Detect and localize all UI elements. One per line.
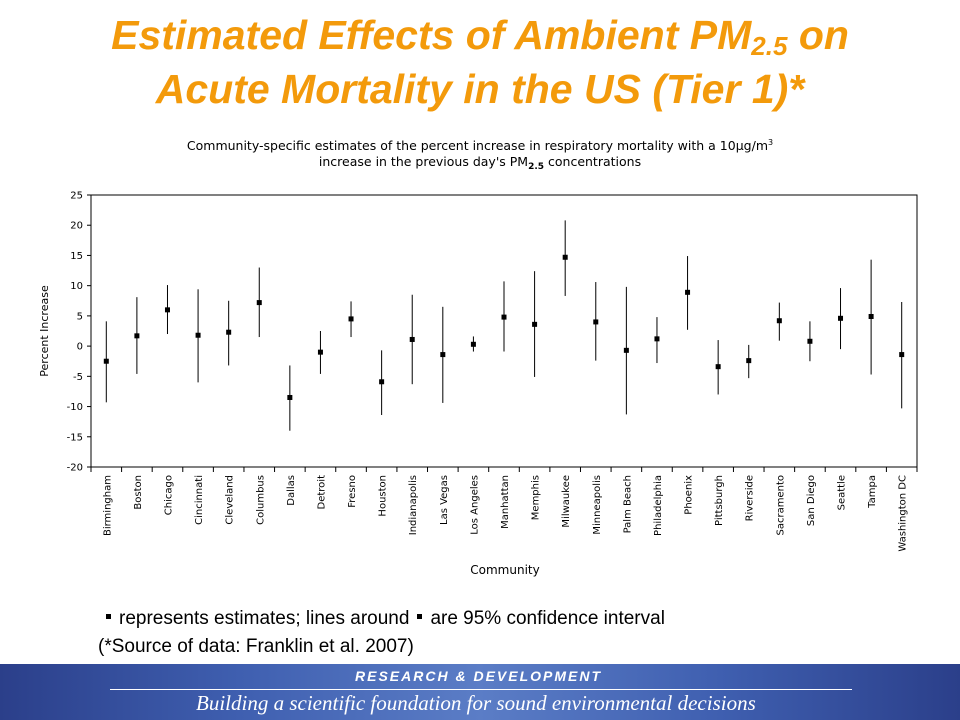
estimate-point-22 [776,318,782,324]
x-tick-label-2: Chicago [163,475,174,515]
x-tick-label-1: Boston [133,475,144,510]
x-tick-label-11: Las Vegas [439,475,450,525]
footer-tagline: Building a scientific foundation for sou… [196,691,756,715]
title-line2: Acute Mortality in the US (Tier 1)* [155,66,805,112]
estimate-point-24 [838,315,844,321]
estimate-point-20 [715,364,721,370]
title-line1-sub: 2.5 [751,31,788,61]
estimate-point-16 [593,319,599,325]
estimate-point-9 [379,379,385,385]
x-tick-label-23: San Diego [806,475,817,526]
estimate-point-25 [868,313,874,319]
estimate-point-3 [195,332,201,338]
estimate-point-21 [746,358,752,364]
estimate-point-17 [623,347,629,353]
y-tick-label-7: 15 [70,251,83,262]
estimate-point-19 [685,289,691,295]
estimate-point-4 [226,329,232,335]
estimate-point-23 [807,338,813,344]
x-tick-label-20: Pittsburgh [714,475,725,526]
y-tick-label-8: 20 [70,221,83,232]
x-tick-label-14: Memphis [531,475,542,520]
y-tick-label-4: 0 [77,342,83,353]
estimate-point-14 [532,321,538,327]
x-tick-label-17: Palm Beach [622,475,633,533]
footer-divider [110,689,852,690]
estimate-point-6 [287,394,293,400]
estimate-point-7 [317,349,323,355]
estimate-point-1 [134,333,140,339]
y-tick-label-0: -20 [67,463,83,474]
estimate-point-10 [409,336,415,342]
estimate-point-18 [654,336,660,342]
chart-title-line1: Community-specific estimates of the perc… [187,138,773,153]
x-tick-label-22: Sacramento [775,475,786,535]
y-tick-label-2: -10 [67,402,83,413]
chart: Community-specific estimates of the perc… [38,138,918,577]
x-tick-label-24: Seattle [837,475,848,510]
x-tick-label-6: Dallas [286,475,297,506]
slide-title: Estimated Effects of Ambient PM2.5 on Ac… [0,8,960,116]
x-tick-label-15: Milwaukee [561,475,572,528]
note-line1-b: are 95% confidence interval [430,608,665,629]
estimate-marker-legend-2 [417,614,423,620]
note-line2: (*Source of data: Franklin et al. 2007) [98,636,414,657]
note-line1-a: represents estimates; lines around [119,608,410,629]
x-tick-label-8: Fresno [347,475,358,508]
footer-top-text: RESEARCH & DEVELOPMENT [355,668,603,684]
x-tick-label-4: Cleveland [225,475,236,525]
x-tick-label-19: Phoenix [684,475,695,515]
x-tick-label-12: Los Angeles [469,475,480,535]
estimate-point-15 [562,254,568,260]
x-tick-label-21: Riverside [745,475,756,521]
y-axis-label: Percent Increase [38,285,51,377]
x-tick-label-9: Houston [378,475,389,517]
estimate-point-13 [501,314,507,320]
footer-banner: RESEARCH & DEVELOPMENT Building a scient… [0,664,960,720]
y-tick-label-1: -15 [67,432,83,443]
x-tick-label-26: Washington DC [898,475,909,552]
x-tick-label-10: Indianapolis [408,475,419,535]
y-tick-label-6: 10 [70,281,83,292]
note-line1: represents estimates; lines around are 95… [98,608,665,630]
estimate-point-0 [103,358,109,364]
y-tick-label-5: 5 [77,311,83,322]
plot-area: -20 -15 -10 -5 0 5 10 15 20 25 Birmingham Boston Chi… [67,191,918,552]
x-tick-label-16: Minneapolis [592,475,603,535]
estimate-point-8 [348,316,354,322]
y-tick-label-9: 25 [70,191,83,202]
x-tick-label-7: Detroit [316,475,327,510]
x-axis-label: Community [470,563,539,577]
plot-frame [90,194,918,468]
chart-title-line2: increase in the previous day's PM2.5 con… [319,154,641,172]
title-line1-post: on [787,12,849,58]
estimate-point-26 [899,352,905,358]
x-tick-label-0: Birmingham [102,475,113,536]
estimate-point-11 [440,352,446,358]
estimate-marker-legend [106,614,111,620]
estimate-point-2 [164,307,170,313]
x-tick-label-3: Cincinnati [194,475,205,525]
y-tick-label-3: -5 [73,372,83,383]
x-tick-label-13: Manhattan [500,475,511,529]
title-line1-pre: Estimated Effects of Ambient PM [111,12,752,58]
estimate-point-12 [470,341,476,347]
x-tick-label-5: Columbus [255,475,266,525]
estimate-point-5 [256,300,262,306]
chart-title: Community-specific estimates of the perc… [187,138,773,172]
x-tick-label-25: Tampa [867,475,878,509]
x-tick-label-18: Philadelphia [653,475,664,536]
